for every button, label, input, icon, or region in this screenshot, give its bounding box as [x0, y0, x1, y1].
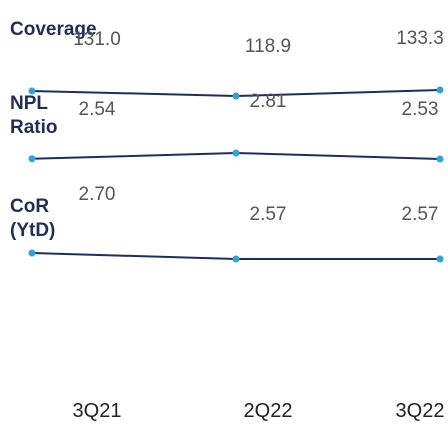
x-tick-label: 2Q22	[243, 400, 293, 422]
marker	[436, 155, 444, 163]
marker	[232, 92, 240, 100]
data-label: 2.81	[249, 91, 287, 112]
marker	[232, 149, 240, 157]
marker	[436, 255, 444, 263]
data-label: 131.0	[73, 29, 121, 51]
data-label: 2.57	[401, 204, 439, 225]
x-tick-label: 3Q22	[395, 400, 445, 422]
data-label: 2.57	[249, 204, 287, 225]
x-tick-label: 3Q21	[72, 400, 122, 422]
data-label: 133.3	[396, 28, 444, 49]
series-name: CoR (YtD)	[10, 196, 56, 241]
marker	[28, 155, 36, 163]
marker	[232, 255, 240, 263]
marker	[28, 249, 36, 257]
marker	[436, 86, 444, 94]
series-name: NPL Ratio	[10, 93, 58, 138]
data-label: 118.9	[244, 36, 292, 57]
marker	[28, 87, 36, 95]
series-name: Coverage	[10, 19, 97, 40]
data-label: 2.53	[401, 99, 439, 120]
data-label: 2.54	[78, 98, 116, 120]
data-label: 2.70	[78, 184, 116, 205]
